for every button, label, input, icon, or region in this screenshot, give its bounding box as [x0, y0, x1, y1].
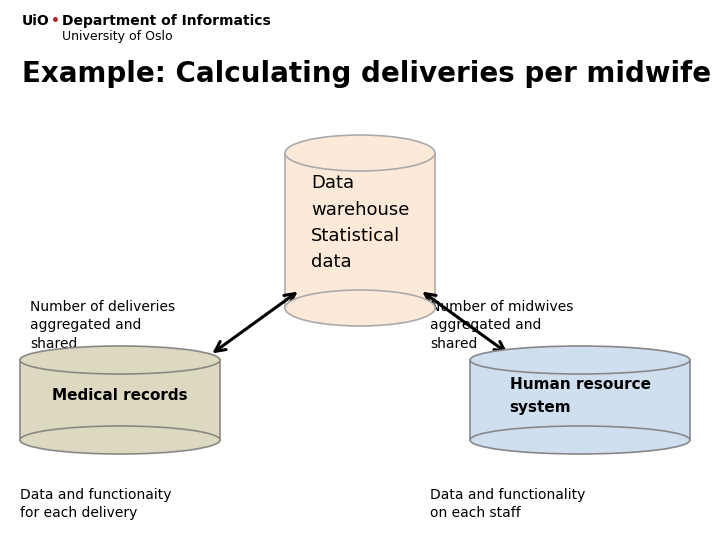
Text: Department of Informatics: Department of Informatics: [62, 14, 271, 28]
Ellipse shape: [20, 346, 220, 374]
Ellipse shape: [20, 426, 220, 454]
Text: Human resource
system: Human resource system: [510, 377, 650, 415]
Text: Data and functionality
on each staff: Data and functionality on each staff: [430, 488, 585, 521]
Text: University of Oslo: University of Oslo: [62, 30, 173, 43]
Text: Number of deliveries
aggregated and
shared: Number of deliveries aggregated and shar…: [30, 300, 175, 351]
Ellipse shape: [470, 426, 690, 454]
Ellipse shape: [285, 135, 435, 171]
Ellipse shape: [470, 346, 690, 374]
Text: Data
warehouse
Statistical
data: Data warehouse Statistical data: [311, 174, 409, 271]
Text: •: •: [51, 14, 60, 28]
Polygon shape: [20, 360, 220, 440]
Text: UiO: UiO: [22, 14, 50, 28]
Polygon shape: [470, 360, 690, 440]
Polygon shape: [285, 153, 435, 308]
Text: Medical records: Medical records: [52, 388, 188, 403]
Text: Data and functionaity
for each delivery: Data and functionaity for each delivery: [20, 488, 171, 521]
Ellipse shape: [285, 290, 435, 326]
Text: Number of midwives
aggregated and
shared: Number of midwives aggregated and shared: [430, 300, 573, 351]
Text: Example: Calculating deliveries per midwife: Example: Calculating deliveries per midw…: [22, 60, 711, 88]
